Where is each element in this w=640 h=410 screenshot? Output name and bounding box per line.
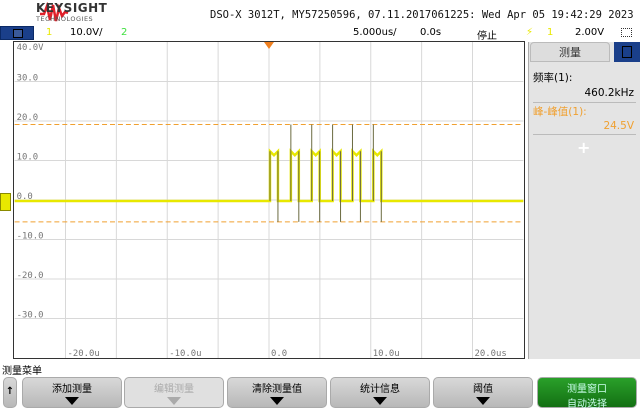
- measure-1-value: 460.2kHz: [584, 87, 634, 99]
- ch1-waveform: [14, 148, 524, 203]
- x-tick-label: -20.0u: [67, 349, 99, 359]
- back-button[interactable]: ↑: [3, 377, 17, 408]
- up-arrow-icon: ↑: [5, 386, 15, 397]
- down-arrow-icon: [373, 397, 387, 405]
- add-measurement-icon[interactable]: +: [577, 138, 591, 157]
- trigger-edge-icon: ⚡: [526, 27, 534, 38]
- x-tick-label: -10.0u: [169, 349, 201, 359]
- x-tick-label: 10.0u: [373, 349, 400, 359]
- menu-icon: [622, 46, 632, 58]
- measure-2-value: 24.5V: [603, 120, 634, 132]
- keysight-logo: [40, 2, 69, 22]
- down-arrow-icon: [167, 397, 181, 405]
- measure-panel: [528, 42, 640, 359]
- measure-window-button[interactable]: 测量窗口 自动选择: [537, 377, 637, 410]
- x-tick-label: 0.0: [271, 349, 287, 359]
- y-tick-label: -20.0: [17, 271, 44, 281]
- y-tick-label: -10.0: [17, 232, 44, 242]
- ch1-waveform-edges: [269, 124, 382, 222]
- divider: [533, 134, 636, 135]
- delay[interactable]: 0.0s: [420, 27, 442, 38]
- window-title: DSO-X 3012T, MY57250596, 07.11.201706122…: [210, 9, 634, 21]
- timebase[interactable]: 5.000us/: [353, 27, 397, 38]
- add-measurement-button[interactable]: 添加测量: [22, 377, 122, 408]
- menu-icon: [13, 29, 23, 38]
- x-tick-label: 20.0us: [474, 349, 506, 359]
- down-arrow-icon: [476, 397, 490, 405]
- trigger-position-marker[interactable]: [264, 42, 274, 49]
- brand-sub: TECHNOLOGIES: [36, 15, 94, 23]
- ch1-scale[interactable]: 10.0V/: [70, 27, 103, 38]
- y-tick-label: -30.0: [17, 311, 44, 321]
- run-state: 停止: [477, 31, 497, 42]
- measure-2-label: 峰-峰值(1):: [533, 106, 587, 118]
- clear-measurements-button[interactable]: 清除测量值: [227, 377, 327, 408]
- measure-panel-menu-button[interactable]: [614, 42, 640, 62]
- zoom-select-icon[interactable]: [621, 28, 632, 37]
- y-tick-label: 30.0: [17, 74, 39, 84]
- y-tick-label: 10.0: [17, 153, 39, 163]
- statistics-button[interactable]: 统计信息: [330, 377, 430, 408]
- brand: KEYSIGHT: [36, 1, 108, 15]
- ch2-indicator[interactable]: 2: [121, 27, 128, 38]
- measure-panel-title: 测量: [530, 42, 610, 62]
- trigger-source[interactable]: 1: [547, 27, 554, 38]
- down-arrow-icon: [65, 397, 79, 405]
- y-tick-label: 0.0: [17, 192, 33, 202]
- y-tick-label: 20.0: [17, 113, 39, 123]
- waveform-display[interactable]: 40.0V 30.0 20.0 10.0 0.0 -10.0 -20.0 -30.0 -20.0…: [13, 41, 525, 359]
- y-tick-label: 40.0V: [17, 43, 45, 53]
- threshold-button[interactable]: 阈值: [433, 377, 533, 408]
- softkey-menu-title: 测量菜单: [2, 366, 42, 377]
- divider: [533, 102, 636, 103]
- main-menu-button[interactable]: [0, 26, 34, 40]
- ch1-ground-marker[interactable]: [0, 193, 11, 211]
- measure-1-label: 频率(1):: [533, 72, 573, 84]
- edit-measurement-button[interactable]: 编辑测量: [124, 377, 224, 408]
- down-arrow-icon: [270, 397, 284, 405]
- trigger-level[interactable]: 2.00V: [575, 27, 605, 38]
- ch1-indicator[interactable]: 1: [46, 27, 53, 38]
